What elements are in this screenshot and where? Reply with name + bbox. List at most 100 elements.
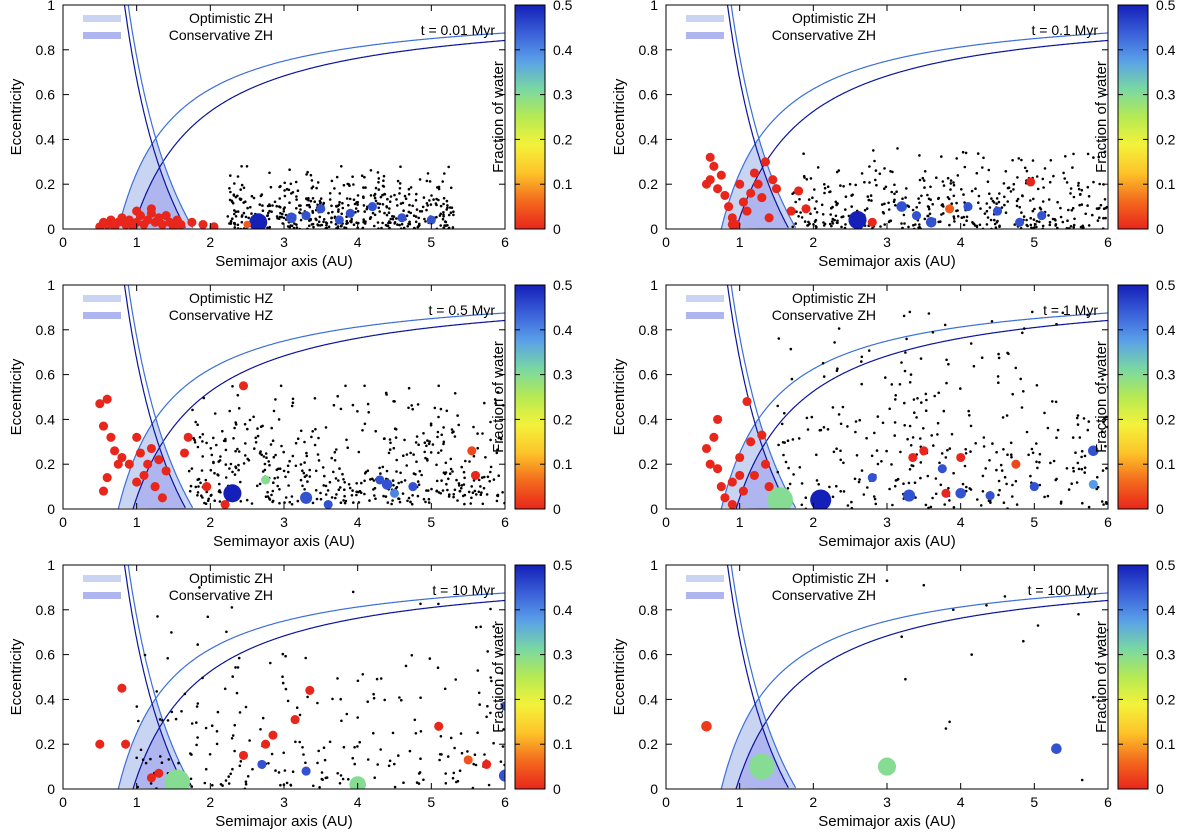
- small-body: [219, 455, 222, 458]
- small-body: [389, 217, 393, 221]
- small-body: [900, 222, 903, 225]
- small-body: [391, 499, 394, 502]
- small-body: [942, 409, 946, 413]
- small-body: [868, 165, 871, 168]
- small-body: [912, 224, 915, 227]
- small-body: [923, 170, 927, 173]
- small-body: [1081, 226, 1085, 229]
- small-body: [336, 394, 340, 398]
- planet: [500, 701, 505, 711]
- small-body: [363, 175, 366, 179]
- small-body: [228, 187, 231, 190]
- small-body: [450, 428, 454, 431]
- small-body: [995, 468, 998, 472]
- small-body: [411, 494, 414, 497]
- small-body: [242, 211, 246, 215]
- x-tick-label: 4: [354, 234, 362, 250]
- small-body: [1016, 197, 1020, 201]
- small-body: [418, 178, 422, 181]
- small-body: [282, 469, 286, 473]
- small-body: [490, 679, 493, 683]
- small-body: [854, 183, 857, 187]
- plot-area: [701, 565, 1108, 789]
- x-tick-label: 0: [59, 794, 67, 810]
- small-body: [160, 761, 164, 764]
- small-body: [1035, 175, 1039, 178]
- small-body: [271, 439, 275, 443]
- small-body: [330, 216, 333, 220]
- x-tick-label: 1: [133, 514, 141, 530]
- small-body: [802, 152, 805, 155]
- small-body: [1015, 503, 1019, 506]
- small-body: [919, 461, 923, 464]
- y-tick-label: 0.4: [36, 131, 56, 147]
- small-body: [430, 194, 433, 197]
- small-body: [872, 149, 875, 152]
- small-body: [437, 451, 440, 455]
- small-body: [479, 625, 483, 629]
- small-body: [499, 760, 503, 763]
- small-body: [392, 446, 396, 450]
- small-body: [420, 210, 424, 213]
- small-body: [387, 220, 391, 223]
- small-body: [1054, 478, 1057, 482]
- planet: [760, 157, 771, 167]
- small-body: [239, 188, 242, 191]
- planet: [709, 161, 719, 171]
- small-body: [998, 488, 1001, 492]
- small-body: [436, 666, 440, 669]
- small-body: [271, 500, 274, 504]
- planet: [1011, 459, 1021, 469]
- small-body: [383, 437, 386, 440]
- planet: [146, 204, 156, 214]
- small-body: [277, 418, 281, 421]
- small-body: [272, 409, 276, 413]
- small-body: [334, 477, 338, 480]
- small-body: [1080, 467, 1084, 471]
- small-body: [1052, 174, 1055, 178]
- small-body: [390, 502, 393, 506]
- small-body: [1056, 226, 1059, 229]
- x-tick-label: 3: [280, 794, 288, 810]
- small-body: [294, 180, 298, 184]
- colorbar-tick-label: 0: [1156, 781, 1164, 797]
- small-body: [1080, 188, 1084, 192]
- small-body: [381, 221, 384, 225]
- small-body: [303, 475, 307, 479]
- small-body: [448, 493, 451, 496]
- small-body: [393, 762, 396, 766]
- small-body: [378, 202, 382, 206]
- small-body: [236, 666, 240, 669]
- y-tick-label: 0.6: [639, 647, 659, 663]
- small-body: [397, 481, 401, 485]
- small-body: [980, 356, 984, 360]
- small-body: [908, 424, 912, 428]
- small-body: [1077, 187, 1081, 191]
- small-body: [1005, 482, 1008, 486]
- small-body: [1056, 428, 1060, 432]
- small-body: [974, 442, 977, 445]
- x-tick-label: 0: [59, 234, 67, 250]
- small-body: [826, 185, 830, 188]
- small-body: [860, 355, 864, 359]
- small-body: [269, 661, 272, 665]
- small-body: [828, 485, 831, 489]
- small-body: [427, 501, 431, 504]
- small-body: [462, 483, 466, 486]
- small-body: [299, 208, 302, 211]
- small-body: [875, 449, 879, 452]
- legend-swatch-optimistic: [686, 575, 724, 582]
- small-body: [1029, 199, 1032, 202]
- small-body: [964, 452, 968, 455]
- small-body: [788, 482, 792, 486]
- small-body: [195, 705, 199, 708]
- small-body: [797, 437, 801, 440]
- small-body: [198, 586, 201, 589]
- small-body: [924, 503, 928, 507]
- small-body: [481, 432, 484, 435]
- small-body: [305, 451, 308, 455]
- small-body: [357, 450, 361, 454]
- planet: [345, 208, 355, 218]
- small-body: [363, 210, 367, 213]
- colorbar-tick-label: 0.2: [553, 691, 573, 707]
